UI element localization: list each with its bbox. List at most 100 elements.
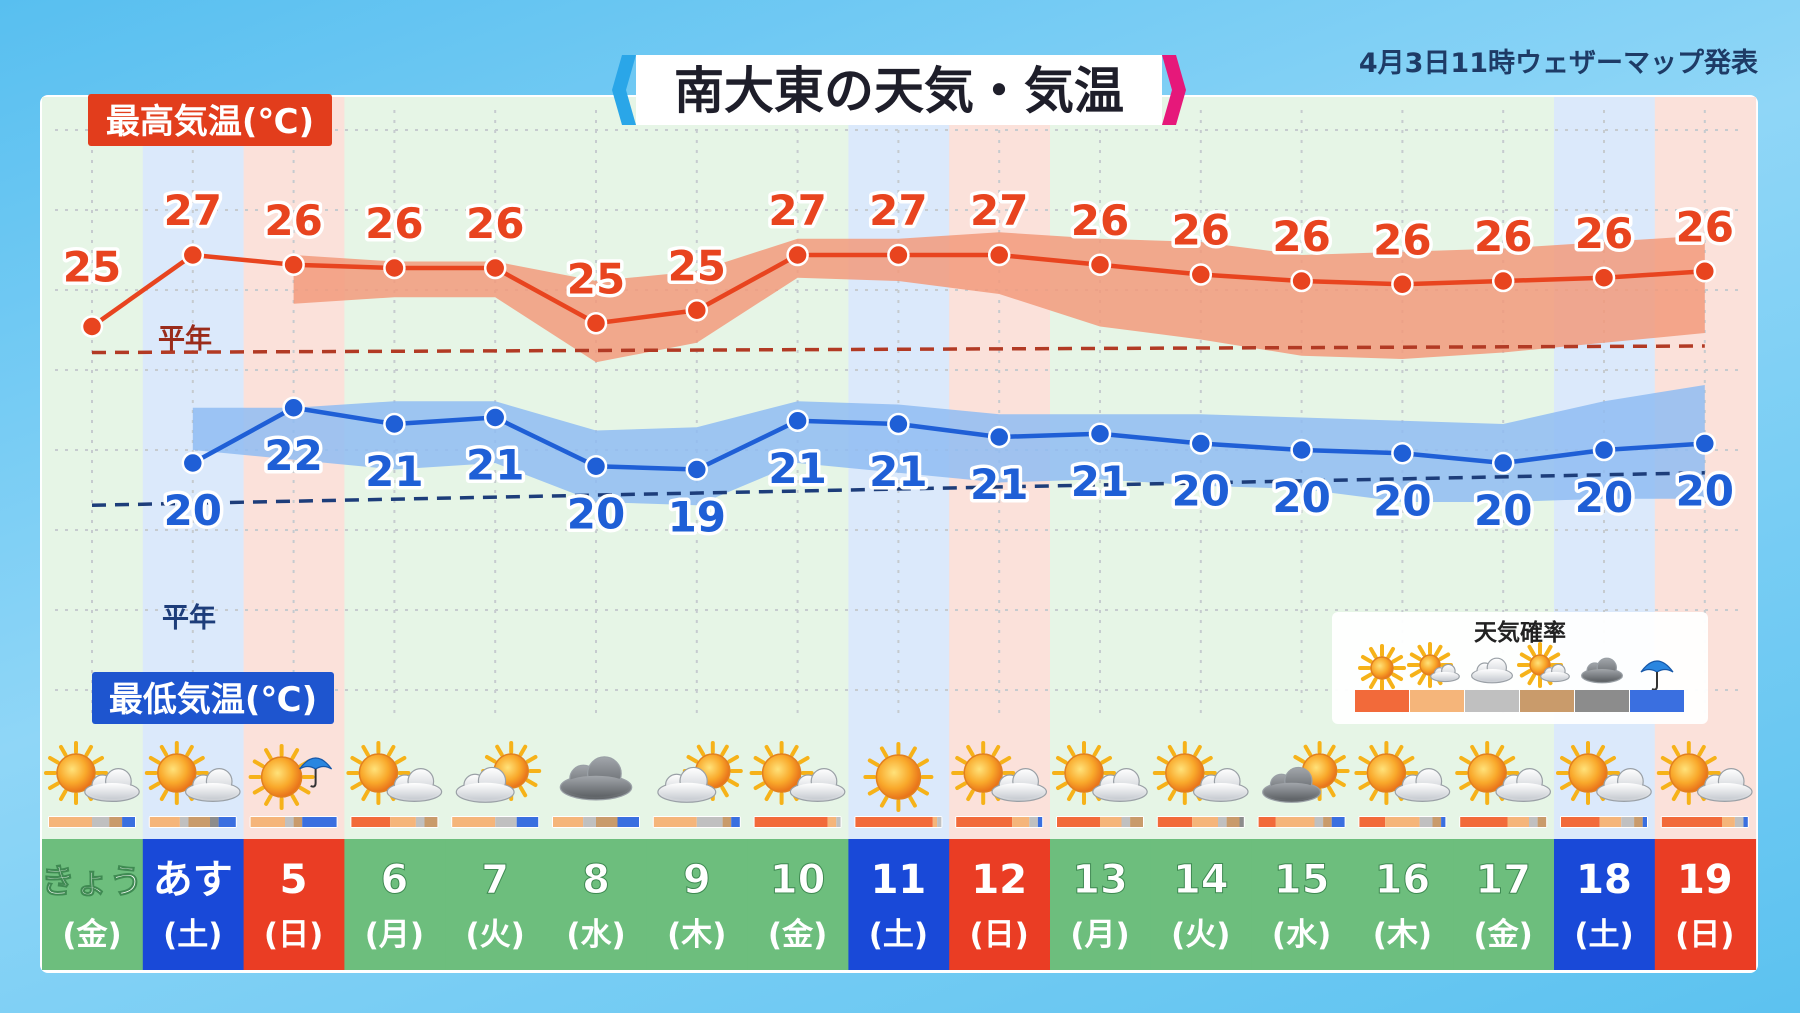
probability-segment [1661, 817, 1722, 827]
sun-rays [44, 741, 108, 805]
svg-text:最低気温(℃): 最低気温(℃) [109, 680, 317, 720]
date-dow-label: (日) [970, 917, 1029, 953]
high-temp-value-label: 27 [869, 186, 927, 235]
probability-segment [218, 817, 236, 827]
probability-segment [1722, 817, 1735, 827]
high-temp-value-label: 25 [63, 243, 121, 292]
sun-cloud-icon [749, 741, 846, 805]
date-cell: 16 (木) [1352, 839, 1454, 970]
date-dow-label: (金) [62, 917, 121, 953]
prob-legend-swatch [1630, 690, 1684, 712]
dark-cloud-shape [559, 756, 633, 801]
low-temp-point [383, 412, 406, 436]
low-temp-point [1693, 432, 1717, 455]
probability-bar [1257, 816, 1346, 828]
low-temp-label: 最低気温(℃) [92, 672, 334, 724]
high-temp-value-label: 26 [1575, 209, 1633, 258]
probability-segment [390, 817, 416, 827]
probability-segment [1012, 817, 1030, 827]
low-temp-point [282, 396, 305, 419]
probability-segment [1642, 817, 1647, 827]
high-temp-point [80, 315, 104, 338]
low-temp-point [1592, 438, 1616, 462]
probability-segment [1218, 817, 1227, 827]
date-dow-label: (金) [768, 917, 827, 953]
probability-segment [754, 817, 828, 827]
probability-segment [1192, 817, 1218, 827]
probability-segment [1743, 817, 1748, 827]
high-temp-value-label: 27 [970, 186, 1028, 235]
probability-bar [350, 816, 439, 828]
low-temp-point [1491, 451, 1515, 475]
date-day-label: 6 [380, 857, 408, 903]
sun-body [260, 756, 303, 798]
date-day-label: 7 [481, 857, 509, 903]
sun-cloud-icon [951, 741, 1048, 805]
probability-bar [652, 816, 741, 828]
cloud-sun-icon [657, 741, 743, 803]
date-day-label: あす [153, 857, 233, 903]
normal-low-line [91, 471, 1705, 507]
date-cell: 9 (木) [646, 839, 749, 970]
probability-segment [1359, 817, 1386, 827]
probability-segment [1323, 817, 1332, 827]
probability-segment [1419, 817, 1433, 827]
low-temp-value-label: 20 [1474, 486, 1532, 535]
prob-legend-title: 天気確率 [1474, 619, 1566, 646]
sun-cloud-icon [44, 741, 140, 805]
high-temp-value-label: 26 [1676, 202, 1734, 251]
normal-high-line [91, 344, 1705, 355]
probability-bar [1156, 816, 1245, 828]
probability-segment [1734, 817, 1744, 827]
probability-segment [836, 817, 841, 827]
low-temp-point [1088, 422, 1112, 445]
low-temp-value-label: 21 [365, 447, 423, 496]
probability-bar [1056, 816, 1144, 828]
probability-segment [722, 817, 732, 827]
probability-segment [415, 817, 425, 827]
probability-segment [92, 817, 110, 827]
normal-lines [91, 344, 1705, 507]
cloud-shape [185, 768, 241, 803]
probability-segment [495, 817, 517, 827]
high-temp-value-label: 27 [768, 186, 826, 235]
confidence-bands [192, 232, 1705, 506]
probability-segment [1385, 817, 1420, 827]
sun-cloud-icon [1354, 741, 1451, 805]
low-temp-point [987, 425, 1011, 449]
date-cell: 15 (水) [1251, 839, 1353, 970]
prob-legend-icon-sunny [1358, 644, 1406, 692]
cloud-shape [789, 768, 846, 803]
temperature-points [80, 243, 1717, 481]
probability-bar [451, 816, 540, 828]
probability-segment [1157, 817, 1193, 827]
high-temp-value-label: 26 [466, 199, 524, 248]
probability-bar [1560, 816, 1648, 828]
date-cell: 18 (土) [1554, 839, 1656, 970]
date-dow-label: (土) [163, 917, 222, 953]
probability-segment [1029, 817, 1038, 827]
cloud-shape [386, 768, 443, 803]
low-temp-value-label: 21 [768, 444, 826, 493]
probability-segment [653, 817, 697, 827]
probability-segment [937, 817, 942, 827]
high-temp-point [383, 256, 406, 280]
low-temp-point [483, 406, 507, 429]
low-temp-point [1290, 438, 1313, 462]
probability-segment [49, 817, 92, 827]
probability-segment [855, 817, 933, 827]
probability-bars [48, 816, 1749, 828]
probability-segment [1130, 817, 1143, 827]
high-temp-value-label: 26 [1071, 196, 1129, 245]
date-dow-label: (月) [365, 917, 424, 953]
date-dow-label: (水) [566, 917, 625, 953]
date-day-label: 14 [1173, 857, 1229, 903]
sun-rays [248, 744, 315, 810]
probability-segment [1529, 817, 1538, 827]
date-dow-label: (水) [1272, 917, 1331, 953]
probability-segment [1537, 817, 1547, 827]
low-temp-value-label: 20 [567, 489, 625, 538]
sun-rays [863, 742, 934, 812]
